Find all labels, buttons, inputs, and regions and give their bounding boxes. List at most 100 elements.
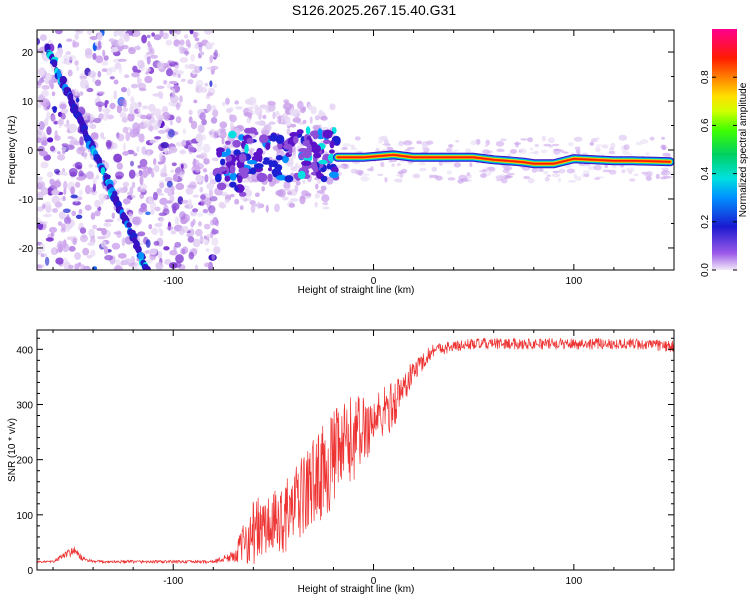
noise-blob xyxy=(196,154,205,159)
noise-blob xyxy=(176,102,180,111)
noise-blob xyxy=(173,64,179,74)
transition-blob xyxy=(269,133,278,142)
noise-blob xyxy=(199,235,204,243)
spectrogram-marks xyxy=(37,30,674,270)
noise-blob xyxy=(381,135,388,141)
noise-blob xyxy=(661,167,669,171)
noise-blob xyxy=(594,137,601,140)
noise-blob xyxy=(166,68,173,77)
y-tick-label: 0 xyxy=(27,146,33,157)
noise-blob xyxy=(61,60,67,64)
noise-blob xyxy=(40,253,45,258)
transition-blob xyxy=(225,140,231,145)
noise-blob xyxy=(41,89,49,98)
noise-blob xyxy=(618,134,627,141)
noise-blob xyxy=(60,108,69,114)
noise-blob xyxy=(139,175,144,186)
noise-blob xyxy=(320,185,327,191)
noise-blob xyxy=(100,132,105,139)
noise-blob xyxy=(172,72,177,76)
noise-blob xyxy=(360,173,370,176)
noise-blob xyxy=(76,65,80,71)
noise-blob xyxy=(79,75,88,79)
noise-blob xyxy=(59,171,66,176)
noise-blob xyxy=(128,169,136,179)
noise-blob xyxy=(94,79,102,87)
noise-blob xyxy=(194,43,199,50)
noise-blob xyxy=(182,141,187,146)
noise-blob xyxy=(67,69,73,77)
noise-blob xyxy=(481,168,488,172)
noise-blob xyxy=(67,55,77,61)
noise-blob xyxy=(547,137,556,144)
noise-blob xyxy=(78,208,83,215)
noise-blob xyxy=(94,199,101,208)
noise-blob xyxy=(199,112,206,121)
noise-blob xyxy=(315,183,319,190)
noise-blob xyxy=(290,166,298,172)
noise-blob xyxy=(408,162,413,166)
noise-blob xyxy=(194,164,201,173)
noise-blob xyxy=(325,176,334,185)
ridge-blob xyxy=(135,245,142,254)
noise-blob xyxy=(76,176,86,181)
noise-blob xyxy=(406,146,415,150)
noise-blob xyxy=(137,78,143,84)
ridge-blob xyxy=(68,98,75,106)
noise-blob xyxy=(88,70,97,78)
noise-blob xyxy=(214,49,218,58)
spectrogram-x-ticks: -100 0 100 xyxy=(52,30,655,287)
transition-blob xyxy=(288,145,293,155)
noise-blob xyxy=(117,253,127,259)
noise-blob xyxy=(502,166,511,169)
noise-blob xyxy=(37,264,43,269)
noise-blob xyxy=(83,151,88,160)
noise-blob xyxy=(61,143,69,147)
noise-blob xyxy=(261,186,266,192)
snr-y-ticks: 0 100 200 300 400 xyxy=(16,337,674,577)
transition-blob xyxy=(326,163,331,170)
noise-blob xyxy=(186,184,196,189)
noise-blob xyxy=(163,80,168,85)
noise-blob xyxy=(601,144,609,149)
noise-blob xyxy=(128,47,136,55)
transition-blob xyxy=(229,164,236,174)
colorbar-gradient xyxy=(712,29,737,270)
noise-blob xyxy=(143,120,151,128)
noise-blob xyxy=(523,175,531,180)
transition-blob xyxy=(262,160,271,165)
noise-blob xyxy=(218,130,227,139)
noise-blob xyxy=(149,54,158,59)
noise-blob xyxy=(567,180,577,183)
noise-blob xyxy=(79,227,87,234)
noise-blob xyxy=(187,42,191,48)
noise-blob xyxy=(41,85,50,90)
noise-blob xyxy=(37,176,44,181)
noise-blob xyxy=(76,146,85,155)
noise-blob xyxy=(248,96,257,106)
transition-blob xyxy=(276,174,287,181)
noise-blob xyxy=(562,151,569,154)
noise-blob xyxy=(268,180,275,187)
noise-blob xyxy=(156,188,162,194)
noise-blob xyxy=(213,83,218,89)
noise-blob xyxy=(292,117,302,123)
noise-blob xyxy=(179,211,186,220)
noise-blob xyxy=(67,136,74,140)
noise-blob xyxy=(230,121,234,130)
noise-blob xyxy=(149,139,156,144)
noise-blob xyxy=(633,173,639,176)
noise-blob xyxy=(38,121,45,130)
noise-blob xyxy=(159,197,168,205)
noise-blob xyxy=(98,193,107,200)
noise-blob xyxy=(465,148,472,154)
noise-blob xyxy=(622,150,630,155)
x-tick-label: 100 xyxy=(565,276,582,287)
colorbar: 0.0 0.2 0.4 0.6 0.8 Normalized spectral ampl… xyxy=(700,29,749,277)
noise-blob xyxy=(66,144,75,150)
noise-blob xyxy=(136,146,140,153)
noise-blob xyxy=(180,163,184,169)
noise-blob xyxy=(166,83,171,89)
noise-blob xyxy=(289,123,297,128)
noise-blob xyxy=(208,205,216,214)
